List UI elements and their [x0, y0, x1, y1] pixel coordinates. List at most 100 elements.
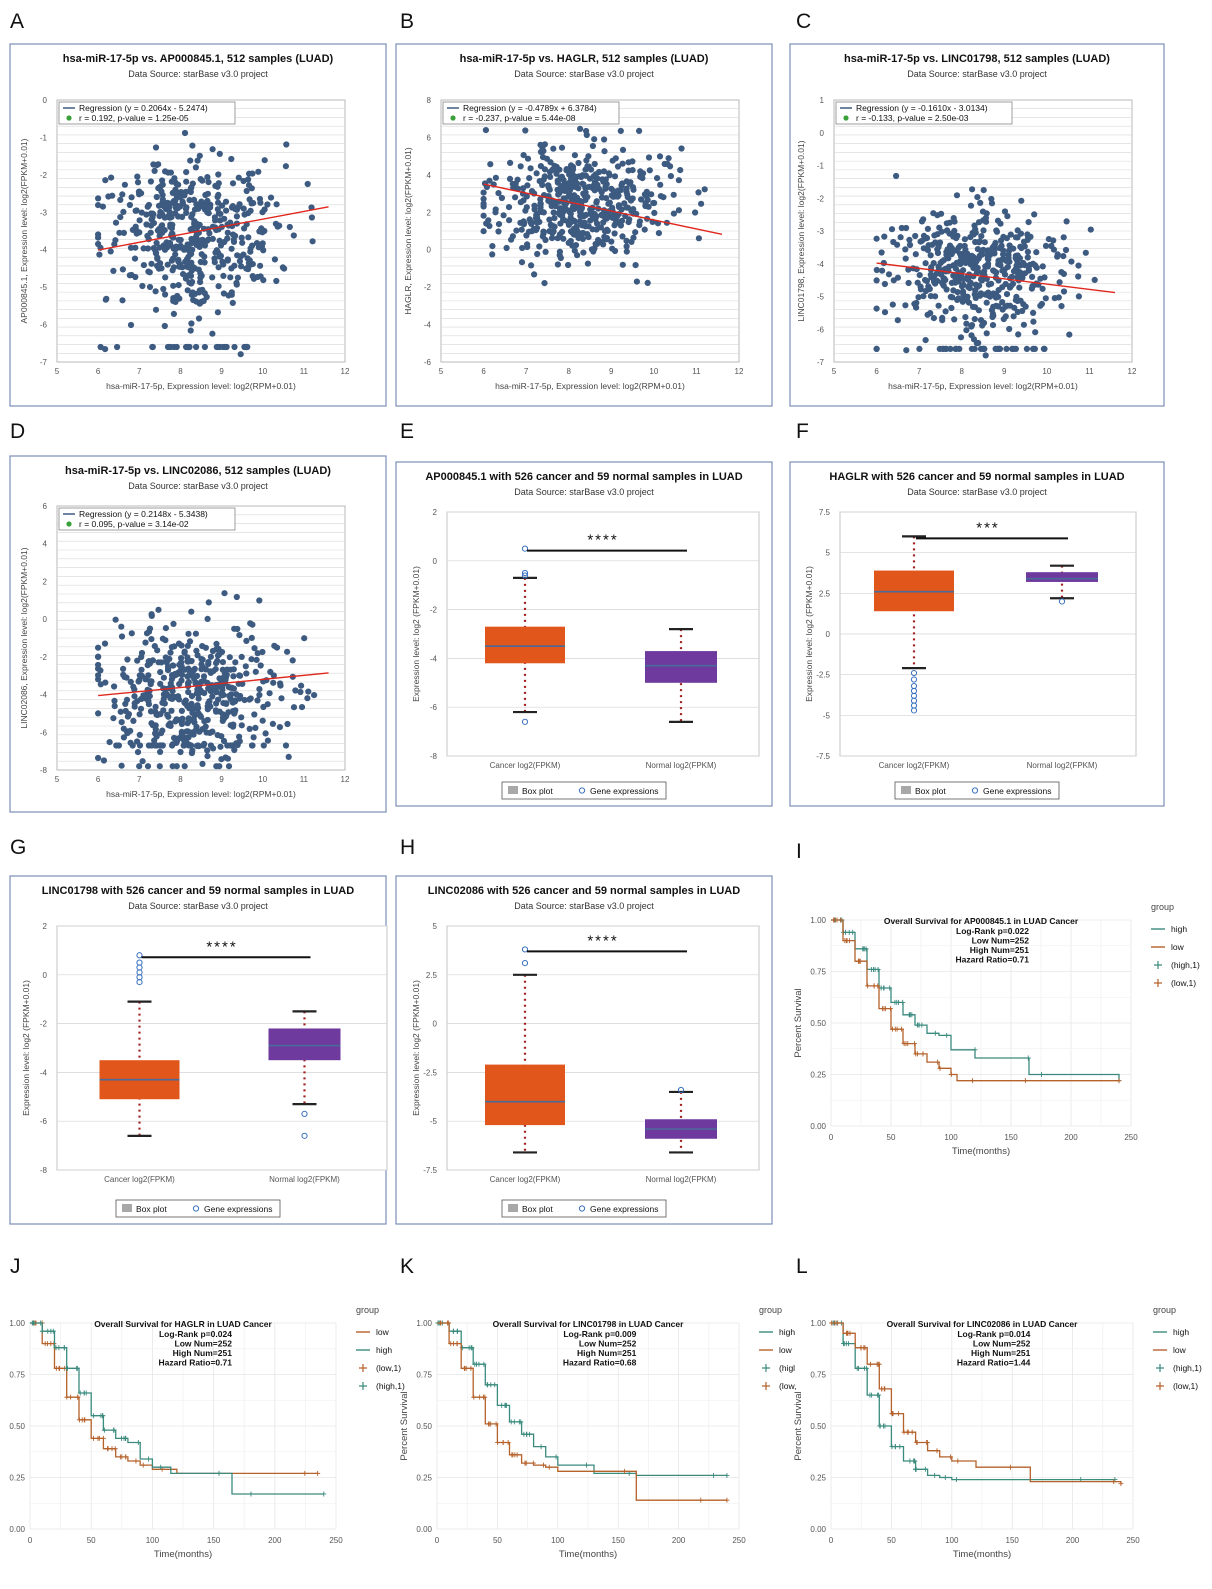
x-tick-label: 10 — [258, 775, 267, 784]
x-axis-label: hsa-miR-17-5p, Expression level: log2(RP… — [106, 789, 296, 799]
data-point — [159, 635, 166, 642]
data-point — [283, 141, 290, 148]
censor-mark — [970, 1078, 976, 1084]
y-tick-label: 6 — [43, 502, 48, 511]
data-point — [528, 262, 535, 269]
data-point — [136, 677, 143, 684]
data-point — [916, 345, 923, 352]
km-title: Overall Survival for AP000845.1 in LUAD … — [884, 916, 1079, 926]
data-point — [932, 280, 939, 287]
data-point — [230, 238, 238, 245]
data-point — [1014, 227, 1021, 234]
censor-mark — [955, 1458, 961, 1464]
panel-letter: D — [10, 420, 25, 443]
data-point — [228, 155, 235, 163]
data-point — [599, 212, 606, 219]
censor-mark — [932, 1472, 938, 1478]
data-point — [204, 615, 211, 623]
legend-box — [501, 781, 667, 800]
data-point — [273, 277, 280, 285]
y-axis-label: LINC02086, Expression level: log2(FPKM+0… — [19, 547, 29, 728]
censor-mark — [937, 1065, 943, 1071]
data-point — [873, 345, 880, 352]
data-point — [520, 221, 528, 228]
panel-j: J 0 50 100 150 200 250 1.00 0.75 0.50 0.25 0.00 Time… — [0, 1255, 405, 1560]
data-point — [522, 127, 529, 134]
censor-mark — [914, 1439, 920, 1445]
data-point — [311, 692, 318, 699]
data-point — [155, 202, 163, 209]
data-point — [178, 666, 185, 673]
data-point — [148, 636, 155, 643]
outlier-point — [301, 1110, 308, 1117]
data-point — [244, 255, 251, 262]
y-tick-label: -4 — [424, 321, 432, 330]
data-point — [166, 655, 173, 663]
x-tick-label: 50 — [887, 1133, 896, 1142]
x-tick-label: 250 — [732, 1536, 746, 1545]
data-point — [229, 180, 237, 187]
censor-mark — [907, 1012, 913, 1018]
censor-mark — [450, 1328, 456, 1334]
data-point — [290, 704, 298, 711]
data-point — [945, 263, 953, 270]
y-tick-label: -7 — [817, 358, 825, 367]
data-point — [243, 265, 250, 272]
data-point — [145, 701, 152, 708]
data-point — [245, 234, 252, 241]
legend-group-title: group — [356, 1305, 379, 1315]
legend: Regression (y = -0.4789x + 6.3784)r = -0… — [442, 101, 620, 125]
data-point — [1025, 266, 1032, 273]
panel-title: HAGLR with 526 cancer and 59 normal samp… — [829, 471, 1124, 483]
data-point — [134, 749, 142, 756]
data-point — [554, 261, 562, 268]
censor-mark — [505, 1439, 511, 1445]
x-tick-label: 8 — [178, 367, 183, 376]
y-tick-label: -2 — [817, 194, 825, 203]
data-point — [177, 748, 184, 756]
y-tick-label: 8 — [427, 96, 432, 105]
data-point — [172, 718, 179, 725]
censor-mark — [869, 1392, 875, 1398]
data-point — [188, 267, 195, 274]
data-point — [224, 229, 231, 236]
legend-correlation: r = -0.133, p-value = 2.50e-03 — [856, 113, 969, 123]
data-point — [145, 742, 152, 749]
data-point — [142, 676, 149, 683]
data-point — [539, 154, 547, 161]
data-point — [558, 144, 566, 151]
data-point — [184, 720, 191, 727]
km-curve-high — [830, 1320, 1118, 1483]
data-point — [188, 320, 195, 327]
data-point — [146, 658, 153, 665]
data-point — [192, 630, 199, 637]
data-point — [289, 657, 296, 664]
data-point — [197, 258, 204, 266]
data-point — [136, 742, 144, 749]
data-point — [1058, 303, 1065, 310]
data-point — [204, 208, 211, 215]
x-tick-label: 250 — [329, 1536, 343, 1545]
data-point — [974, 246, 982, 253]
data-point — [266, 690, 273, 697]
data-point — [643, 193, 650, 200]
data-point — [167, 223, 174, 230]
data-point — [954, 289, 961, 296]
censor-mark — [481, 1361, 487, 1367]
censor-mark — [879, 1386, 885, 1392]
data-point — [980, 227, 987, 234]
data-point — [155, 161, 162, 168]
data-point — [251, 711, 258, 718]
data-point — [608, 185, 615, 192]
data-point — [927, 293, 935, 300]
data-point — [215, 210, 222, 217]
data-point — [587, 166, 595, 173]
data-point — [1021, 243, 1028, 250]
data-point — [147, 178, 154, 185]
x-tick-label: 100 — [551, 1536, 565, 1545]
data-point — [237, 351, 244, 358]
data-point — [151, 737, 158, 744]
km-stat: Log-Rank p=0.014 — [957, 1329, 1030, 1339]
censor-mark — [832, 1320, 838, 1326]
data-point — [188, 693, 196, 700]
